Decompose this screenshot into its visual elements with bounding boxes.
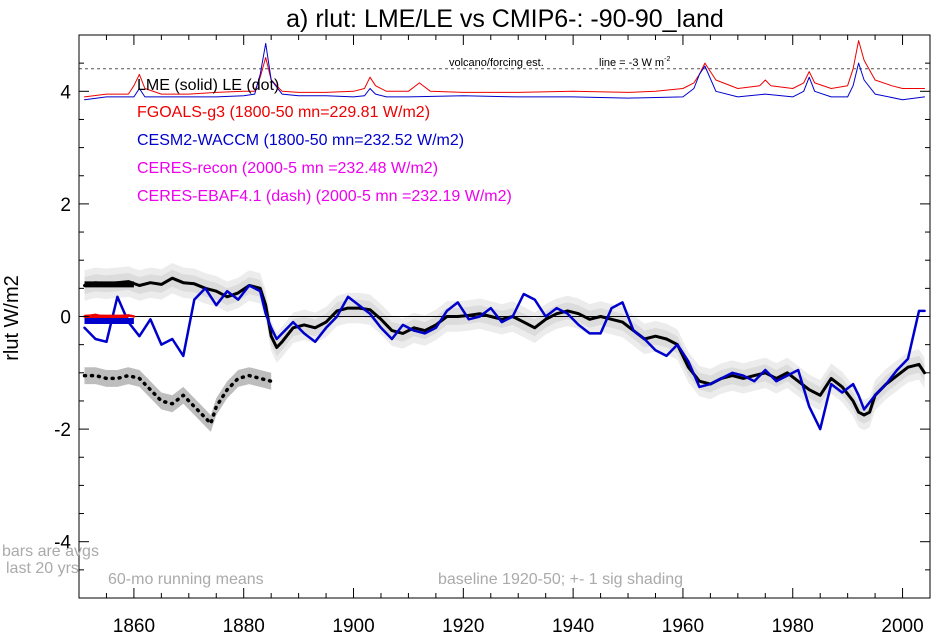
x-tick-label: 1920 (442, 616, 484, 637)
x-tick-label: 1880 (223, 616, 265, 637)
reference-lines (79, 68, 930, 317)
series-line-cesm2-waccm (84, 42, 925, 101)
x-tick-label: 1980 (772, 616, 814, 637)
x-tick-label: 1940 (552, 616, 594, 637)
y-tick-label: 0 (60, 308, 71, 329)
baseline-note: baseline 1920-50; +- 1 sig shading (438, 571, 683, 588)
legend-cesm2: CESM2-WACCM (1800-50 mn=232.52 W/m2) (137, 132, 464, 149)
bars-note-2: last 20 yrs (6, 560, 79, 577)
volcano-label: volcano/forcing est. (449, 57, 544, 69)
series-line-cesm2-waccm-anomaly (83, 284, 926, 431)
volcano-line-label-sup: -2 (664, 56, 670, 63)
series-line-fgoals-g3 (84, 40, 925, 98)
series-line-le-dot (82, 373, 273, 426)
legend-ceres-ebaf: CERES-EBAF4.1 (dash) (2000-5 mn =232.19 … (137, 188, 512, 205)
y-axis-label: rlut W/m2 (1, 275, 23, 361)
series-lines (82, 40, 926, 431)
volcano-line-label: line = -3 W m-2 (599, 56, 670, 69)
x-tick-label: 1900 (332, 616, 374, 637)
chart-title: a) rlut: LME/LE vs CMIP6-: -90-90_land (286, 5, 724, 33)
y-tick-label: -2 (54, 420, 71, 441)
x-tick-label: 2000 (881, 616, 923, 637)
x-tick-label: 1960 (662, 616, 704, 637)
running-means-note: 60-mo running means (108, 571, 264, 588)
lme-shading (84, 269, 925, 424)
y-tick-label: 2 (60, 195, 71, 216)
bars-note-1: bars are avgs (2, 543, 99, 560)
legend-fgoals: FGOALS-g3 (1800-50 mn=229.81 W/m2) (137, 104, 430, 121)
axes: 1860 1880 1900 1920 1940 1960 1980 2000 4 2 0 -2 -4 (54, 34, 931, 637)
y-tick-label: 4 (60, 82, 71, 103)
average-bars (84, 281, 134, 325)
volcano-line-label-text: line = -3 W m (599, 57, 664, 69)
x-tick-label: 1860 (113, 616, 155, 637)
y-tick-label: -4 (54, 533, 71, 554)
legend-lme-le: LME (solid) LE (dot) (137, 77, 279, 94)
legend-ceres-recon: CERES-recon (2000-5 mn =232.48 W/m2) (137, 160, 438, 177)
